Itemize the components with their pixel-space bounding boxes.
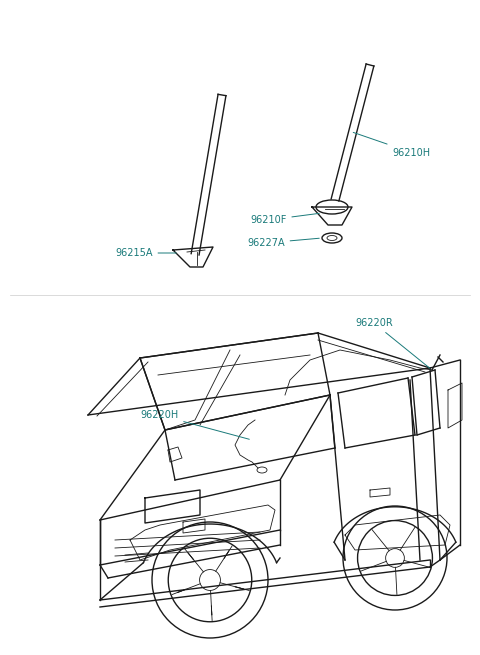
Text: 96220H: 96220H xyxy=(140,410,249,440)
Text: 96215A: 96215A xyxy=(115,248,176,258)
Text: 96210F: 96210F xyxy=(250,214,319,225)
Text: 96210H: 96210H xyxy=(353,132,431,157)
Text: 96227A: 96227A xyxy=(247,238,319,248)
Text: 96220R: 96220R xyxy=(355,318,430,368)
